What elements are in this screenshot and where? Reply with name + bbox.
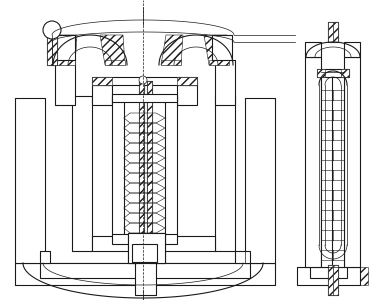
Bar [128, 233, 165, 263]
Bar [15, 263, 275, 285]
Bar [209, 60, 229, 65]
Bar [328, 265, 338, 295]
Bar [350, 267, 368, 285]
Polygon shape [161, 35, 183, 65]
Bar [321, 72, 333, 267]
Bar [161, 60, 181, 65]
Bar [112, 96, 124, 236]
Bar [215, 60, 235, 105]
Bar [139, 81, 144, 236]
Bar [55, 60, 75, 65]
Bar [92, 85, 112, 105]
Bar [333, 22, 338, 42]
Bar [165, 96, 177, 236]
Bar [135, 258, 156, 295]
Bar [92, 85, 112, 105]
Bar [235, 251, 250, 263]
Bar [112, 94, 177, 102]
Bar [177, 85, 197, 105]
Bar [149, 233, 165, 263]
Bar [165, 96, 177, 236]
Bar [47, 35, 52, 65]
Bar [132, 244, 157, 262]
Bar [52, 35, 57, 65]
Bar [132, 247, 140, 262]
Bar [148, 258, 156, 295]
Bar [72, 96, 92, 251]
Bar [15, 263, 45, 285]
Bar [215, 96, 235, 251]
Bar [135, 258, 143, 295]
Bar [212, 35, 232, 60]
Bar [177, 77, 197, 85]
Bar [55, 60, 75, 105]
Bar [344, 42, 360, 57]
Bar [341, 69, 349, 77]
Bar [72, 96, 92, 251]
Bar [55, 60, 75, 105]
Bar [92, 236, 215, 251]
Bar [215, 96, 235, 251]
Bar [55, 35, 75, 60]
Bar [321, 72, 333, 267]
Bar [215, 60, 235, 105]
Bar [15, 98, 45, 263]
Bar [147, 81, 152, 236]
Bar [305, 42, 321, 57]
Polygon shape [55, 35, 77, 65]
Bar [47, 35, 57, 65]
Bar [344, 42, 360, 57]
Bar [344, 57, 360, 267]
Bar [149, 233, 165, 263]
Bar [92, 236, 215, 251]
Bar [245, 263, 275, 285]
Bar [128, 233, 144, 263]
Bar [139, 81, 144, 236]
Bar [128, 233, 144, 263]
Circle shape [43, 21, 61, 39]
Bar [305, 42, 321, 57]
Bar [40, 251, 50, 263]
Bar [40, 263, 250, 278]
Bar [149, 247, 157, 262]
Bar [305, 57, 321, 267]
Polygon shape [100, 35, 125, 65]
Bar [15, 98, 45, 263]
Circle shape [139, 76, 147, 84]
Bar [317, 69, 325, 77]
Bar [332, 72, 344, 267]
Bar [317, 69, 349, 77]
Bar [105, 60, 125, 65]
Bar [92, 77, 112, 85]
Bar [177, 85, 197, 105]
Bar [328, 22, 338, 42]
Bar [305, 57, 321, 267]
Bar [328, 22, 333, 42]
Bar [297, 267, 360, 285]
Bar [212, 35, 232, 60]
Bar [245, 98, 275, 263]
Bar [245, 98, 275, 263]
Bar [310, 267, 347, 278]
Bar [112, 96, 124, 236]
Bar [332, 72, 344, 267]
Bar [297, 267, 315, 285]
Bar [112, 234, 177, 244]
Bar [55, 35, 75, 60]
Polygon shape [204, 35, 229, 65]
Bar [333, 265, 338, 295]
Bar [328, 265, 333, 295]
Bar [344, 57, 360, 267]
Bar [147, 81, 152, 236]
Bar [92, 77, 197, 85]
